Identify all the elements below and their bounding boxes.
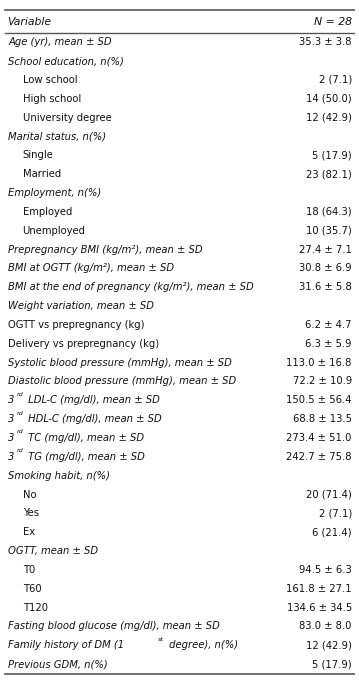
Text: 242.7 ± 75.8: 242.7 ± 75.8 <box>286 452 352 462</box>
Text: rd: rd <box>17 448 23 453</box>
Text: BMI at OGTT (kg/m²), mean ± SD: BMI at OGTT (kg/m²), mean ± SD <box>8 263 174 274</box>
Text: High school: High school <box>23 94 81 104</box>
Text: 68.8 ± 13.5: 68.8 ± 13.5 <box>293 414 352 424</box>
Text: 2 (7.1): 2 (7.1) <box>318 75 352 85</box>
Text: 6.3 ± 5.9: 6.3 ± 5.9 <box>305 339 352 349</box>
Text: 150.5 ± 56.4: 150.5 ± 56.4 <box>286 395 352 406</box>
Text: TG (mg/dl), mean ± SD: TG (mg/dl), mean ± SD <box>25 452 145 462</box>
Text: 3: 3 <box>8 452 15 462</box>
Text: 6 (21.4): 6 (21.4) <box>312 527 352 537</box>
Text: 94.5 ± 6.3: 94.5 ± 6.3 <box>299 565 352 575</box>
Text: 20 (71.4): 20 (71.4) <box>306 489 352 500</box>
Text: Family history of DM (1: Family history of DM (1 <box>8 640 124 651</box>
Text: 3: 3 <box>8 395 15 406</box>
Text: 12 (42.9): 12 (42.9) <box>306 112 352 123</box>
Text: 27.4 ± 7.1: 27.4 ± 7.1 <box>299 244 352 255</box>
Text: 5 (17.9): 5 (17.9) <box>312 150 352 161</box>
Text: OGTT, mean ± SD: OGTT, mean ± SD <box>8 546 98 556</box>
Text: 31.6 ± 5.8: 31.6 ± 5.8 <box>299 282 352 292</box>
Text: Single: Single <box>23 150 53 161</box>
Text: HDL-C (mg/dl), mean ± SD: HDL-C (mg/dl), mean ± SD <box>25 414 162 424</box>
Text: T120: T120 <box>23 602 48 613</box>
Text: Employment, n(%): Employment, n(%) <box>8 188 102 198</box>
Text: Prepregnancy BMI (kg/m²), mean ± SD: Prepregnancy BMI (kg/m²), mean ± SD <box>8 244 203 255</box>
Text: 18 (64.3): 18 (64.3) <box>306 207 352 217</box>
Text: rd: rd <box>17 410 23 415</box>
Text: 161.8 ± 27.1: 161.8 ± 27.1 <box>286 584 352 594</box>
Text: 23 (82.1): 23 (82.1) <box>306 169 352 179</box>
Text: T60: T60 <box>23 584 41 594</box>
Text: N = 28: N = 28 <box>314 17 352 27</box>
Text: BMI at the end of pregnancy (kg/m²), mean ± SD: BMI at the end of pregnancy (kg/m²), mea… <box>8 282 254 292</box>
Text: 134.6 ± 34.5: 134.6 ± 34.5 <box>286 602 352 613</box>
Text: Ex: Ex <box>23 527 35 537</box>
Text: st: st <box>158 637 164 641</box>
Text: University degree: University degree <box>23 112 111 123</box>
Text: Fasting blood glucose (mg/dl), mean ± SD: Fasting blood glucose (mg/dl), mean ± SD <box>8 621 220 632</box>
Text: 3: 3 <box>8 414 15 424</box>
Text: 14 (50.0): 14 (50.0) <box>306 94 352 104</box>
Text: Delivery vs prepregnancy (kg): Delivery vs prepregnancy (kg) <box>8 339 159 349</box>
Text: 5 (17.9): 5 (17.9) <box>312 659 352 669</box>
Text: rd: rd <box>17 392 23 396</box>
Text: degree), n(%): degree), n(%) <box>165 640 238 651</box>
Text: 72.2 ± 10.9: 72.2 ± 10.9 <box>293 376 352 387</box>
Text: Systolic blood pressure (mmHg), mean ± SD: Systolic blood pressure (mmHg), mean ± S… <box>8 357 232 368</box>
Text: Diastolic blood pressure (mmHg), mean ± SD: Diastolic blood pressure (mmHg), mean ± … <box>8 376 237 387</box>
Text: 83.0 ± 8.0: 83.0 ± 8.0 <box>299 621 352 632</box>
Text: TC (mg/dl), mean ± SD: TC (mg/dl), mean ± SD <box>25 433 144 443</box>
Text: rd: rd <box>17 429 23 434</box>
Text: 113.0 ± 16.8: 113.0 ± 16.8 <box>286 357 352 368</box>
Text: 35.3 ± 3.8: 35.3 ± 3.8 <box>299 37 352 47</box>
Text: Employed: Employed <box>23 207 72 217</box>
Text: Age (yr), mean ± SD: Age (yr), mean ± SD <box>8 37 112 47</box>
Text: 273.4 ± 51.0: 273.4 ± 51.0 <box>286 433 352 443</box>
Text: Married: Married <box>23 169 61 179</box>
Text: No: No <box>23 489 36 500</box>
Text: T0: T0 <box>23 565 35 575</box>
Text: LDL-C (mg/dl), mean ± SD: LDL-C (mg/dl), mean ± SD <box>25 395 160 406</box>
Text: Unemployed: Unemployed <box>23 225 85 236</box>
Text: Smoking habit, n(%): Smoking habit, n(%) <box>8 470 110 481</box>
Text: Weight variation, mean ± SD: Weight variation, mean ± SD <box>8 301 154 311</box>
Text: Variable: Variable <box>7 17 51 27</box>
Text: Yes: Yes <box>23 508 39 519</box>
Text: Marital status, n(%): Marital status, n(%) <box>8 131 106 142</box>
Text: Low school: Low school <box>23 75 77 85</box>
Text: 2 (7.1): 2 (7.1) <box>318 508 352 519</box>
Text: 10 (35.7): 10 (35.7) <box>306 225 352 236</box>
Text: 30.8 ± 6.9: 30.8 ± 6.9 <box>299 263 352 274</box>
Text: Previous GDM, n(%): Previous GDM, n(%) <box>8 659 108 669</box>
Text: 3: 3 <box>8 433 15 443</box>
Text: OGTT vs prepregnancy (kg): OGTT vs prepregnancy (kg) <box>8 320 145 330</box>
Text: 12 (42.9): 12 (42.9) <box>306 640 352 651</box>
Text: School education, n(%): School education, n(%) <box>8 56 124 66</box>
Text: 6.2 ± 4.7: 6.2 ± 4.7 <box>305 320 352 330</box>
